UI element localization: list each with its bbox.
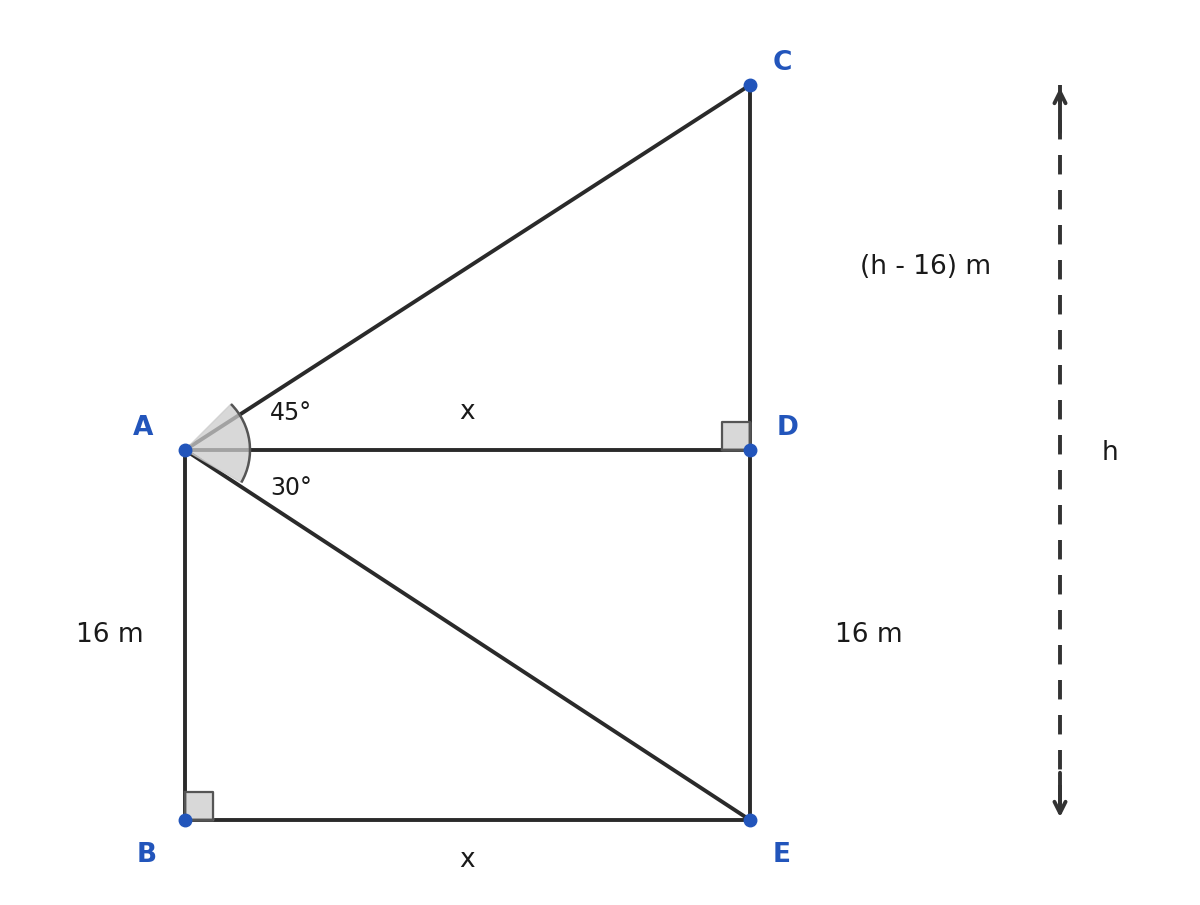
Text: h: h xyxy=(1102,440,1118,465)
Text: 45°: 45° xyxy=(270,401,312,425)
Text: E: E xyxy=(773,842,791,868)
Text: D: D xyxy=(778,415,799,441)
Polygon shape xyxy=(722,422,750,450)
Text: 16 m: 16 m xyxy=(76,622,144,648)
Polygon shape xyxy=(185,404,250,482)
Text: B: B xyxy=(137,842,157,868)
Text: 16 m: 16 m xyxy=(835,622,902,648)
Polygon shape xyxy=(185,792,214,820)
Text: x: x xyxy=(460,847,475,873)
Text: x: x xyxy=(460,399,475,425)
Text: A: A xyxy=(133,415,154,441)
Text: 30°: 30° xyxy=(270,476,312,500)
Text: (h - 16) m: (h - 16) m xyxy=(860,254,991,281)
Text: C: C xyxy=(773,50,792,76)
